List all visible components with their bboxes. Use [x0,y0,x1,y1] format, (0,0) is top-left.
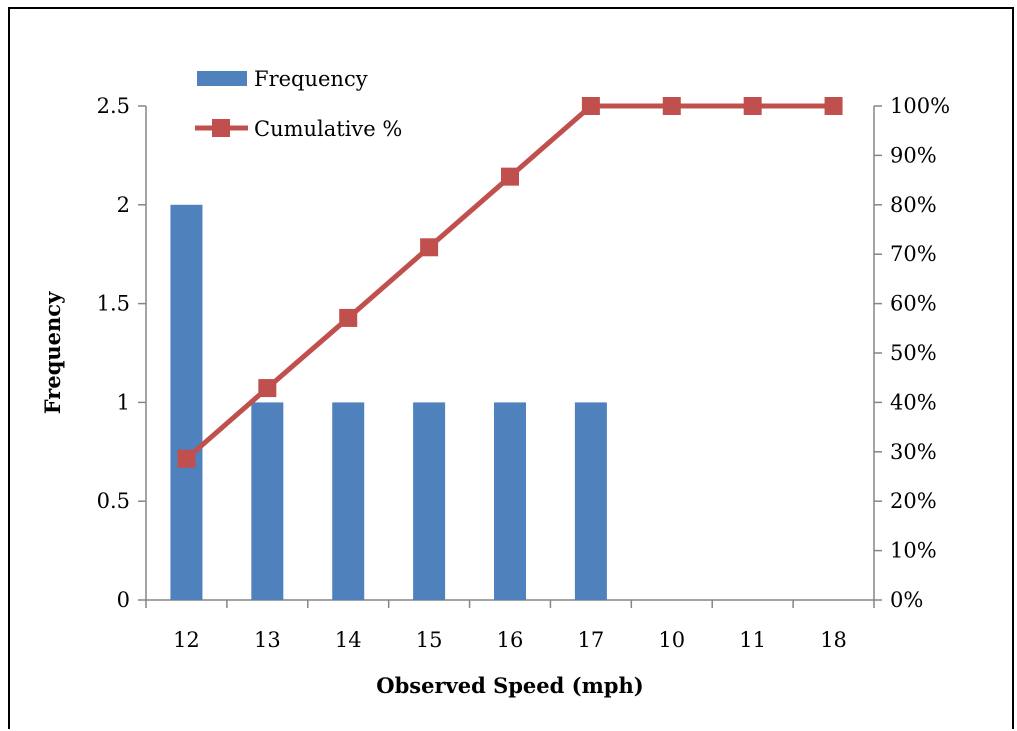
y-axis-title: Frequency [40,291,65,414]
x-axis-title: Observed Speed (mph) [376,673,643,698]
y-right-tick-label: 90% [890,143,937,167]
y-axis-left: 0 0.5 1 1.5 2 2.5 [97,94,147,612]
y-left-tick-label: 0.5 [97,489,130,513]
legend-label-frequency: Frequency [254,67,368,91]
x-tick-label: 10 [658,628,685,652]
y-right-tick-label: 30% [890,440,937,464]
cumulative-line [177,97,843,468]
x-axis: 12 13 14 15 16 17 10 11 18 [145,599,875,652]
legend: Frequency Cumulative % [195,67,402,141]
y-right-tick-label: 40% [890,390,937,414]
marker-cumulative [339,308,358,327]
marker-cumulative [743,97,762,115]
x-tick-label: 13 [254,628,281,652]
y-right-tick-label: 10% [890,539,937,563]
y-right-tick-label: 0% [890,588,923,612]
y-right-tick-label: 50% [890,341,937,365]
marker-cumulative [177,449,196,468]
x-tick-label: 15 [416,628,443,652]
x-tick-label: 16 [497,628,524,652]
marker-cumulative [501,167,519,186]
legend-swatch-frequency [197,71,247,86]
marker-cumulative [258,379,277,398]
y-left-tick-label: 1.5 [97,292,130,316]
y-left-tick-label: 2 [117,193,130,217]
y-right-tick-label: 80% [890,193,937,217]
legend-label-cumulative: Cumulative % [254,117,402,141]
y-right-tick-label: 100% [890,94,950,118]
bar-frequency [251,402,284,600]
bar-frequency [170,204,203,601]
bar-frequency [574,402,607,600]
marker-cumulative [581,97,600,115]
bar-frequency [332,402,365,600]
bar-frequency [494,402,526,600]
legend-marker-cumulative [212,119,230,137]
y-right-tick-label: 70% [890,242,937,266]
marker-cumulative [662,97,681,115]
x-tick-label: 11 [739,628,766,652]
y-right-tick-label: 60% [890,292,937,316]
x-tick-label: 12 [173,628,200,652]
y-left-tick-label: 2.5 [97,94,130,118]
bar-frequency [413,402,446,600]
y-right-tick-label: 20% [890,489,937,513]
y-axis-right: 0% 10% 20% 30% 40% 50% 60% 70% 80% 90% 100% [873,94,950,612]
y-left-tick-label: 0 [117,588,130,612]
x-tick-label: 18 [820,628,847,652]
x-tick-label: 14 [335,628,362,652]
y-left-tick-label: 1 [117,390,130,414]
marker-cumulative [420,238,439,257]
x-tick-label: 17 [578,628,605,652]
marker-cumulative [824,97,843,115]
frequency-bars [170,204,607,601]
chart-frame [8,7,1014,729]
